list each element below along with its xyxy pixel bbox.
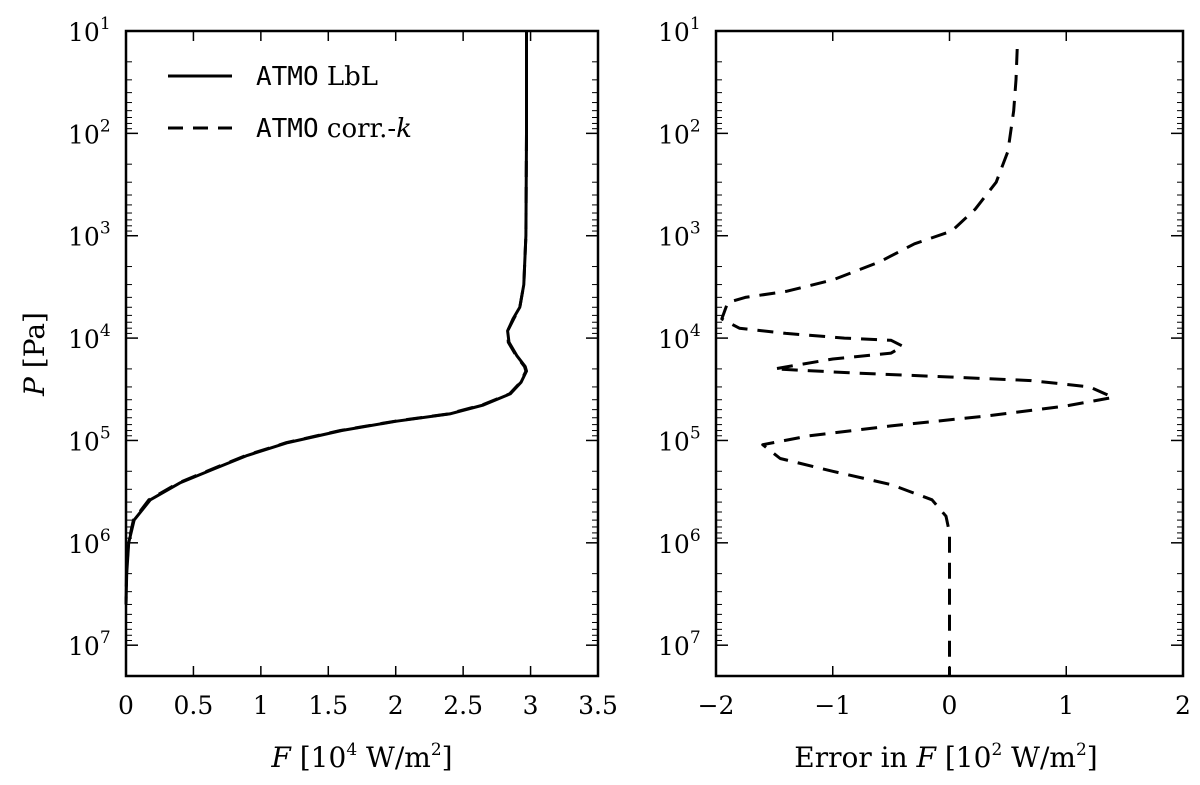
- x-tick-labels: 0 0.5 1 1.5 2 2.5 3 3.5: [118, 691, 618, 720]
- y-tick-label: 105: [658, 423, 701, 456]
- y-tick-labels: 101 102 103 104 105 106 107: [68, 14, 111, 661]
- series-line-dashed: [124, 31, 528, 605]
- y-tick-label: 102: [658, 116, 701, 149]
- x-tick-label: 2.5: [443, 691, 483, 720]
- flux-error-panel: −2 −1 0 1 2 101 102 103 104 105 106 107 Error in F…: [658, 14, 1191, 774]
- x-tick-label: −2: [698, 691, 735, 720]
- x-tick-label: 2: [1175, 691, 1191, 720]
- flux-profile-panel: 0 0.5 1 1.5 2 2.5 3 3.5 101 102 103 104 105 106 107 A…: [18, 14, 618, 774]
- series-line-dashed: [720, 48, 1115, 676]
- plot-frame: [714, 29, 1185, 678]
- y-tick-label: 106: [68, 526, 111, 559]
- series-lines: [720, 48, 1115, 676]
- y-tick-label: 105: [68, 423, 111, 456]
- x-axis-label: Error in F [102 W/m2]: [794, 740, 1097, 774]
- y-tick-label: 101: [68, 14, 111, 47]
- x-tick-label: 0: [942, 691, 958, 720]
- x-axis-label: F [104 W/m2]: [270, 740, 452, 774]
- x-tick-label: 1: [253, 691, 269, 720]
- tick-marks: [715, 30, 1184, 677]
- tick-marks: [125, 30, 599, 677]
- plot-frame: [124, 29, 600, 678]
- legend-entry-lbl: ATMO LbL: [256, 62, 378, 92]
- y-tick-labels: 101 102 103 104 105 106 107: [658, 14, 701, 661]
- x-tick-label: 1: [1058, 691, 1074, 720]
- y-tick-label: 103: [68, 219, 111, 252]
- y-tick-label: 106: [658, 526, 701, 559]
- y-tick-label: 107: [68, 628, 111, 661]
- x-tick-label: 2: [388, 691, 404, 720]
- x-tick-label: 0: [118, 691, 134, 720]
- x-tick-label: 1.5: [308, 691, 348, 720]
- y-axis-label: P [Pa]: [18, 312, 51, 397]
- x-tick-label: 3: [523, 691, 539, 720]
- y-tick-label: 103: [658, 219, 701, 252]
- y-tick-label: 101: [658, 14, 701, 47]
- legend-entry-corrk: ATMO corr.-k: [256, 114, 412, 144]
- x-tick-label: −1: [814, 691, 851, 720]
- y-tick-label: 104: [68, 321, 111, 354]
- x-tick-labels: −2 −1 0 1 2: [698, 691, 1191, 720]
- x-tick-label: 3.5: [578, 691, 618, 720]
- y-tick-label: 104: [658, 321, 701, 354]
- y-tick-label: 107: [658, 628, 701, 661]
- x-tick-label: 0.5: [174, 691, 214, 720]
- legend: ATMO LbL ATMO corr.-k: [168, 62, 412, 144]
- series-lines: [124, 31, 528, 605]
- y-tick-label: 102: [68, 116, 111, 149]
